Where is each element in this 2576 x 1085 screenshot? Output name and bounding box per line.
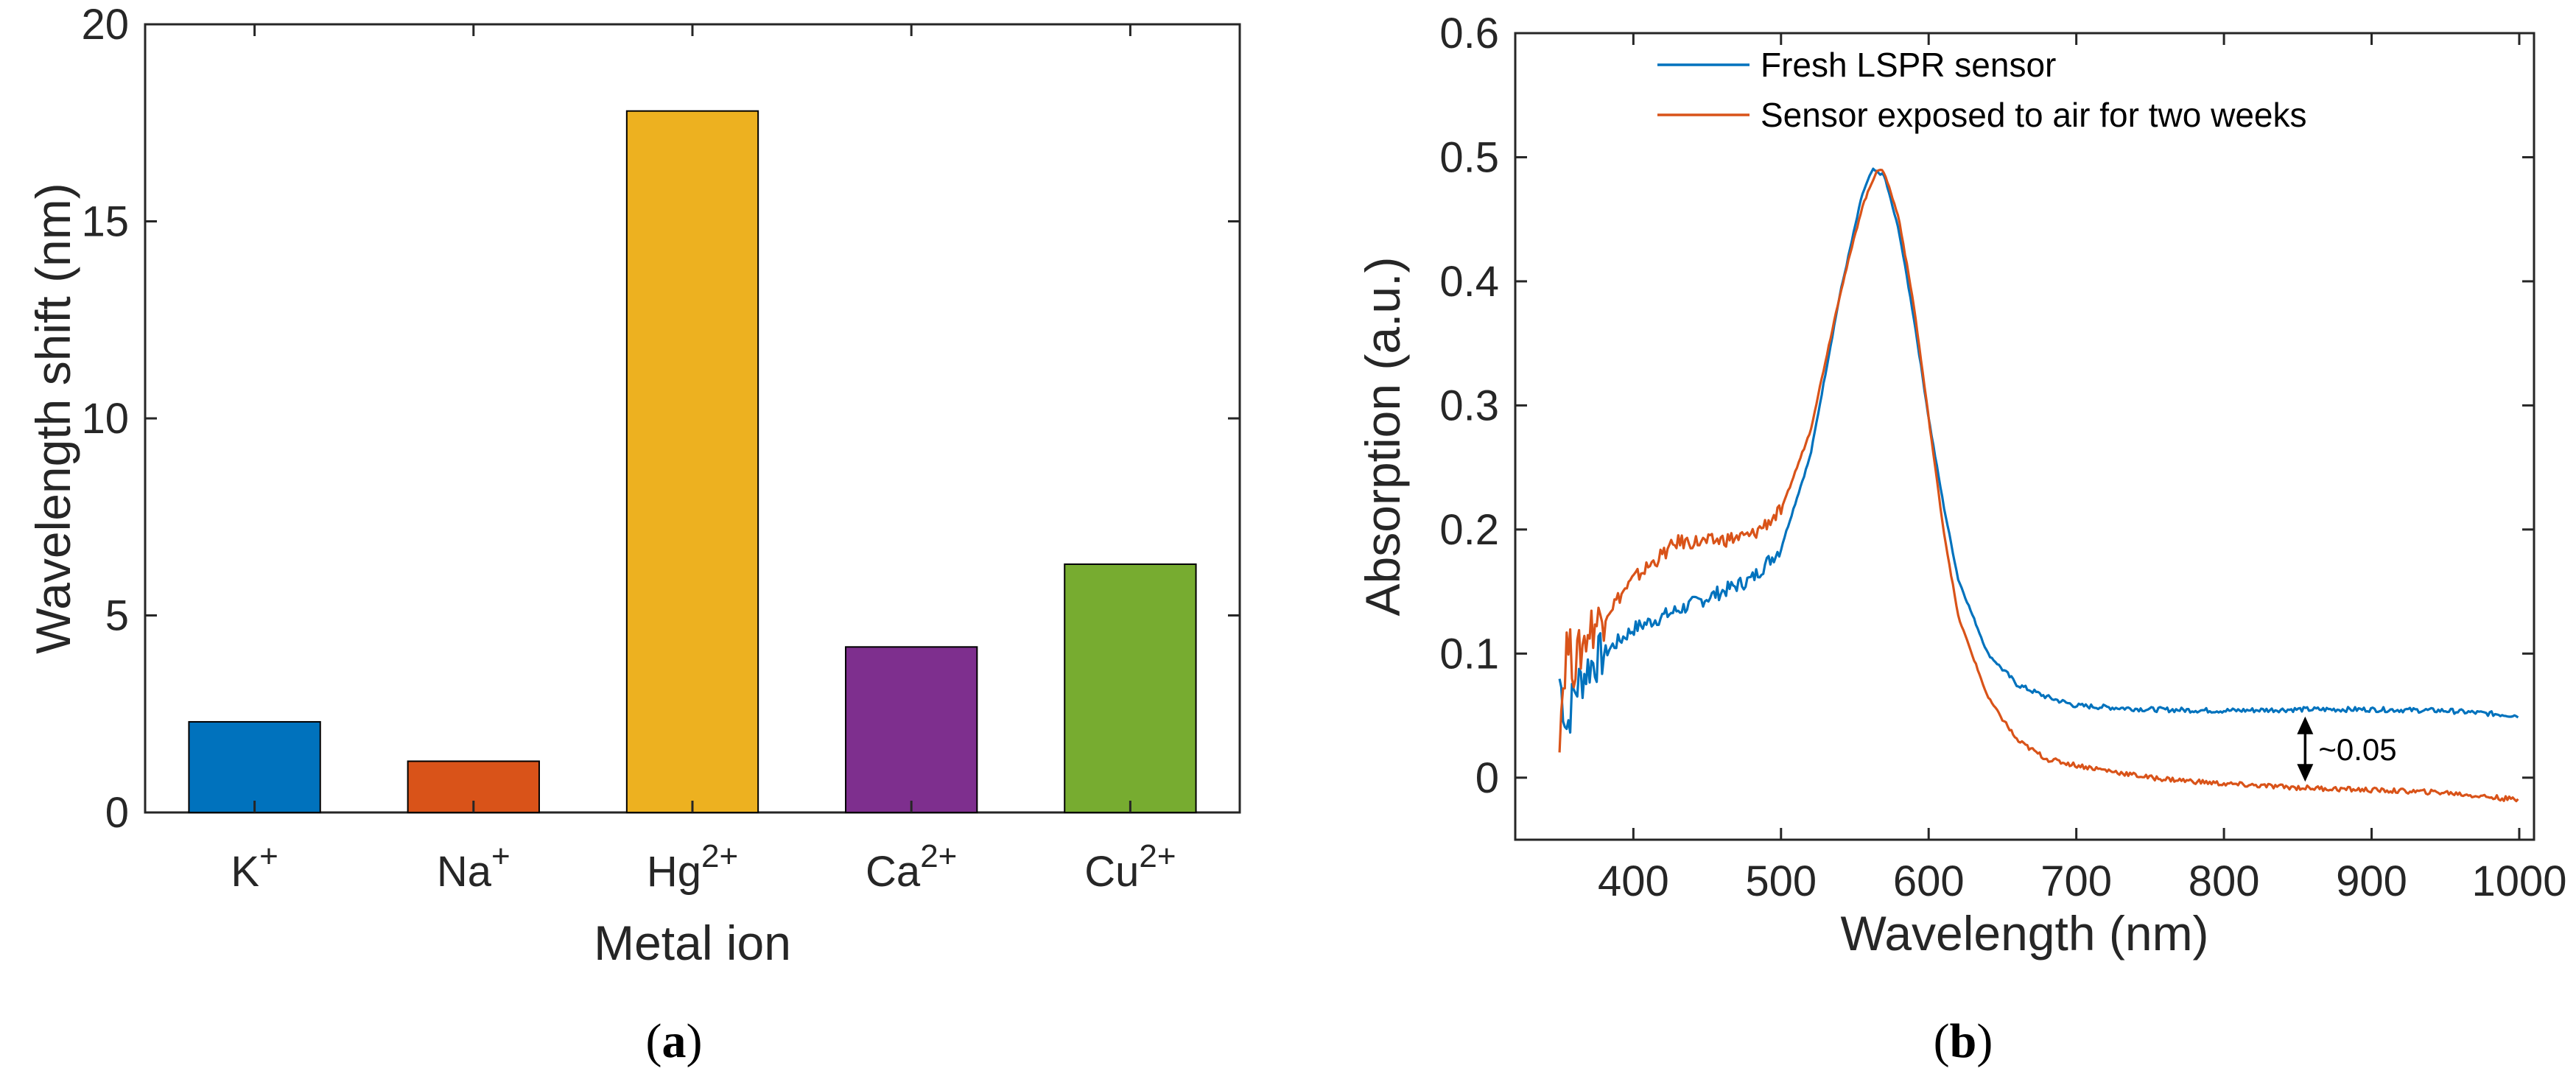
x-axis-label: Metal ion <box>594 916 791 970</box>
y-tick-label: 0.5 <box>1439 133 1499 181</box>
bar <box>1064 563 1197 813</box>
x-axis-label: Wavelength (nm) <box>1840 906 2208 961</box>
panel-label-letter: a <box>662 1014 687 1068</box>
bar <box>188 720 321 814</box>
plot-frame <box>1514 32 2535 841</box>
x-tick-label-superscript: 2+ <box>701 838 738 874</box>
x-tick-label-superscript: 2+ <box>920 838 957 874</box>
y-tick-label: 0 <box>105 789 129 837</box>
x-tick-label-base: K <box>231 848 259 896</box>
y-tick-label: 0.1 <box>1439 630 1499 678</box>
x-tick-label: 1000 <box>2471 857 2566 905</box>
y-tick-label: 5 <box>105 592 129 640</box>
x-tick-label: Hg2+ <box>647 838 738 896</box>
legend-entry: Sensor exposed to air for two weeks <box>1761 96 2306 134</box>
y-tick-label: 0.4 <box>1439 258 1499 306</box>
y-tick-label: 20 <box>81 1 129 49</box>
y-axis-label: Absorption (a.u.) <box>1355 257 1410 617</box>
y-axis-label: Wavelength shift (nm) <box>26 183 80 653</box>
y-tick-label: 0 <box>1475 754 1499 802</box>
x-tick-label: 800 <box>2189 857 2260 905</box>
x-tick-label: 900 <box>2336 857 2407 905</box>
y-tick-label: 15 <box>81 198 129 246</box>
bar <box>625 110 759 813</box>
x-tick-label: Ca2+ <box>866 838 957 896</box>
x-tick-label-base: Ca <box>866 848 921 896</box>
x-tick-label-base: Hg <box>647 848 701 896</box>
x-tick-label: 500 <box>1745 857 1817 905</box>
panel-label-letter: b <box>1950 1014 1977 1068</box>
annotation-arrow-head-top <box>2297 716 2314 734</box>
x-tick-label: 600 <box>1893 857 1965 905</box>
panel-label-open: ( <box>646 1014 662 1068</box>
panel-label-open: ( <box>1934 1014 1950 1068</box>
y-tick-label: 10 <box>81 395 129 443</box>
y-tick-label: 0.3 <box>1439 382 1499 429</box>
panel-label-close: ) <box>687 1014 703 1068</box>
x-tick-label-superscript: 2+ <box>1139 838 1176 874</box>
x-tick-label-superscript: + <box>491 838 510 874</box>
x-tick-label: K+ <box>231 838 278 896</box>
annotation-arrow-head-bottom <box>2297 764 2314 782</box>
panel-label: (a) <box>646 1014 703 1068</box>
x-tick-label-superscript: + <box>259 838 278 874</box>
panel-label: (b) <box>1934 1014 1993 1068</box>
x-tick-label-base: Na <box>437 848 492 896</box>
series-line <box>1558 167 2519 734</box>
x-tick-label: Cu2+ <box>1084 838 1176 896</box>
x-tick-label: 700 <box>2040 857 2112 905</box>
annotation-label: ~0.05 <box>2318 732 2396 767</box>
x-tick-label-base: Cu <box>1084 848 1139 896</box>
y-tick-label: 0.2 <box>1439 506 1499 554</box>
panel-label-close: ) <box>1976 1014 1993 1068</box>
panel-b-line-chart: 0 0.1 0.2 0.3 0.4 0.5 0.6 400 500 600 700 800 900 100… <box>1355 10 2566 1068</box>
bar <box>845 646 978 813</box>
legend-entry: Fresh LSPR sensor <box>1761 46 2056 84</box>
y-tick-label: 0.6 <box>1439 10 1499 57</box>
series-line <box>1558 169 2519 803</box>
x-tick-label: Na+ <box>437 838 510 896</box>
x-tick-label: 400 <box>1598 857 1669 905</box>
